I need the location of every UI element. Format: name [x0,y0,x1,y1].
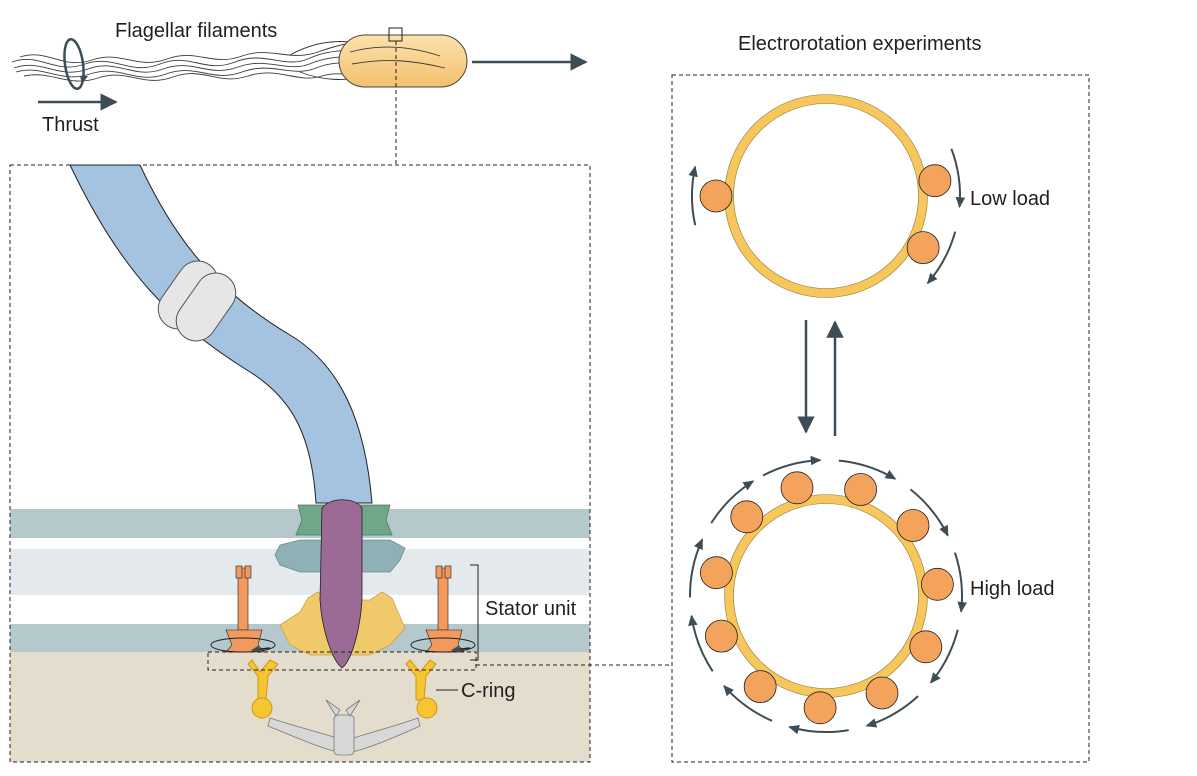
filaments-over-cell [349,46,446,69]
high-load-stator-rotation-arrow-10 [688,538,704,598]
electrorotation-panel: Electrorotation experiments Low load Hig… [671,33,1090,763]
low-load-stator-rotation-arrow-1 [688,165,698,226]
c-ring-label: C-ring [461,680,515,702]
high-load-motor [688,455,967,735]
c-ring-right [405,659,438,719]
low-load-label: Low load [970,188,1050,210]
high-load-label: High load [970,578,1055,600]
thrust-label: Thrust [42,114,99,136]
cytoplasm [10,652,590,762]
export-apparatus [267,699,421,756]
high-load-stator-10 [700,556,733,590]
high-load-stator-11 [730,500,764,534]
low-load-motor [688,94,966,298]
high-load-stator-rotation-arrow-1 [762,455,822,477]
low-load-stator-rotation-arrow-3 [926,231,957,285]
high-load-stator-6 [865,676,899,710]
high-load-stator-rotation-arrow-8 [723,684,773,722]
high-load-stator-rotation-arrow-7 [788,724,849,735]
high-load-stator-3 [896,509,930,542]
stator-unit-label: Stator unit [485,598,577,620]
high-load-stator-4 [921,567,954,601]
high-load-stator-rotation-arrow-11 [710,480,755,524]
high-load-stator-2 [844,473,877,506]
high-load-stator-rotation-arrow-6 [865,695,919,728]
high-load-stator-8 [743,670,777,703]
high-load-stator-rotation-arrow-2 [838,459,897,480]
high-load-stator-5 [909,630,943,664]
high-load-stator-rotation-arrow-9 [688,614,714,672]
motor-detail-panel: Stator unit C-ring [9,164,670,763]
high-load-stator-9 [705,619,738,653]
high-load-stator-1 [780,471,814,505]
hook-junction-rings [157,260,237,342]
high-load-stator-7 [803,691,837,725]
high-load-stator-rotation-arrow-4 [953,552,967,613]
swimming-bacterium: Flagellar filaments Thrust [11,20,588,165]
electrorotation-frame [671,74,1090,763]
low-load-stator-rotation-arrow-2 [950,148,966,208]
flagellar-hook [69,164,373,504]
motor-panel-frame [9,164,591,763]
low-load-stator-3 [906,231,940,265]
rotation-arrowhead-icon [80,76,88,84]
high-load-stator-rotation-arrow-3 [909,488,949,537]
high-load-stator-rotation-arrow-5 [930,629,959,684]
flagellar-filaments-label: Flagellar filaments [115,20,277,42]
low-load-stator-1 [699,179,733,213]
interface-highlight-box [207,651,477,671]
rotation-arrow-icon [63,37,85,91]
low-load-stator-2 [918,164,952,198]
electrorotation-title: Electrorotation experiments [738,33,981,55]
rod [319,499,363,669]
